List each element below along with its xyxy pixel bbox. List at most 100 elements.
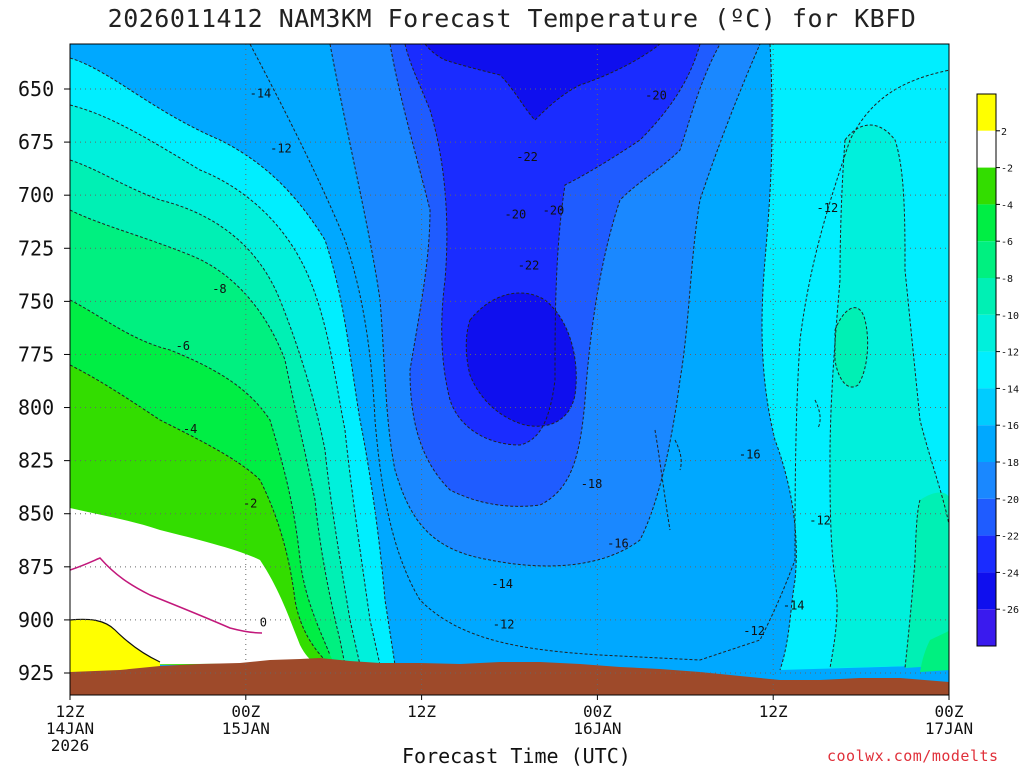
colorbar-bin: [977, 167, 996, 205]
isotherm: [654, 429, 682, 531]
isotherm: [814, 399, 821, 429]
contour-label: 0: [260, 615, 267, 629]
colorbar-bin: [977, 94, 996, 131]
x-tick-label: 17JAN: [925, 719, 973, 738]
isotherm: [761, 44, 797, 671]
isotherm: [829, 139, 846, 669]
isotherm-lines: [70, 44, 949, 671]
isotherm: [465, 292, 577, 427]
colorbar-label: -14: [1001, 384, 1019, 395]
colorbar-label: -22: [1001, 532, 1019, 543]
isotherm: [70, 364, 326, 661]
colorbar-label: 2: [1001, 127, 1007, 138]
contour-label: -4: [183, 422, 197, 436]
y-tick-label: 925: [18, 661, 54, 685]
plus-two-line: [70, 618, 161, 663]
contour-label: -18: [581, 477, 603, 491]
colorbar-label: -24: [1001, 568, 1019, 579]
band-above-zero: [70, 619, 160, 672]
contour-label: -2: [243, 496, 257, 510]
y-tick-label: 900: [18, 608, 54, 632]
isotherm: [834, 307, 869, 388]
colorbar-label: -16: [1001, 421, 1019, 432]
isotherm: [904, 499, 921, 669]
contour-label: -12: [270, 142, 292, 156]
colorbar-label: -12: [1001, 348, 1019, 359]
colorbar-frame: [976, 93, 997, 647]
y-tick-label: 675: [18, 130, 54, 154]
contour-label: -20: [505, 208, 527, 222]
grid-lines: [70, 44, 949, 695]
y-tick-label: 725: [18, 236, 54, 260]
band-cold-blob: [466, 292, 577, 427]
colorbar-bin: [977, 351, 996, 389]
colorbar-label: -10: [1001, 311, 1019, 322]
isotherm: [424, 44, 661, 121]
x-tick-label: 00Z: [583, 702, 612, 721]
colorbar-bin: [977, 572, 996, 610]
colorbar-bin: [977, 609, 996, 646]
credit-link[interactable]: coolwx.com/modelts: [827, 747, 999, 765]
band-right-minus-10: [835, 307, 868, 388]
contour-label: -22: [518, 259, 540, 273]
x-tick-label: 00Z: [231, 702, 260, 721]
isotherm: [70, 57, 396, 666]
contour-label: -12: [817, 201, 839, 215]
band-right-minus-8: [920, 630, 949, 672]
contour-label: -20: [645, 89, 667, 103]
x-tick-label: 00Z: [935, 702, 964, 721]
colorbar-bin: [977, 204, 996, 242]
isotherm: [404, 44, 701, 446]
chart-title: 2026011412 NAM3KM Forecast Temperature (…: [107, 4, 917, 33]
x-tick-label: 12Z: [56, 702, 85, 721]
x-tick-label: 15JAN: [222, 719, 270, 738]
isotherm: [70, 209, 346, 666]
plot-frame: [69, 43, 950, 696]
colorbar-bin: [977, 498, 996, 536]
contour-label: -12: [743, 624, 765, 638]
contour-label: -14: [491, 577, 513, 591]
contour-label: -8: [212, 282, 226, 296]
y-axis: 650 675 700 725 750 775 800 825 850 875 900 925: [18, 77, 70, 685]
y-tick-label: 700: [18, 183, 54, 207]
colorbar-label: -2: [1001, 164, 1013, 175]
isotherm: [389, 44, 721, 507]
contour-label: -16: [607, 537, 629, 551]
freezing-line: [70, 557, 263, 634]
isotherm: [844, 124, 949, 528]
colorbar-bin: [977, 388, 996, 426]
colorbar-label: -8: [1001, 274, 1013, 285]
isotherm: [70, 104, 381, 666]
x-axis-title: Forecast Time (UTC): [402, 744, 631, 768]
colorbar-label: -6: [1001, 237, 1013, 248]
colorbar-bin: [977, 130, 996, 168]
contour-label: -12: [809, 513, 831, 527]
temperature-fill: [70, 44, 949, 695]
colorbar-bin: [977, 278, 996, 315]
y-tick-label: 800: [18, 396, 54, 420]
contour-label: -14: [250, 86, 272, 100]
isotherm: [329, 44, 761, 567]
colorbar-bin: [977, 535, 996, 573]
contour-label: -16: [739, 448, 761, 462]
colorbar-bin: [977, 241, 996, 278]
colorbar-bin: [977, 314, 996, 352]
colorbar-bin: [977, 425, 996, 462]
y-tick-label: 850: [18, 502, 54, 526]
contour-label: -22: [516, 150, 538, 164]
x-tick-label: 16JAN: [573, 719, 621, 738]
colorbar: 2 -2 -4 -6 -8 -10 -12 -14 -16 -18 -20 -22 -24 -26: [976, 93, 1019, 647]
contour-label: -20: [543, 203, 565, 217]
colorbar-label: -18: [1001, 458, 1019, 469]
colorbar-bin: [977, 462, 996, 499]
colorbar-label: -20: [1001, 495, 1019, 506]
y-tick-label: 775: [18, 342, 54, 366]
band-zero: [70, 508, 315, 665]
y-tick-label: 825: [18, 449, 54, 473]
colorbar-label: -4: [1001, 200, 1013, 211]
x-tick-label: 2026: [51, 736, 90, 755]
ground-surface: [70, 658, 949, 695]
x-tick-label: 14JAN: [46, 719, 94, 738]
